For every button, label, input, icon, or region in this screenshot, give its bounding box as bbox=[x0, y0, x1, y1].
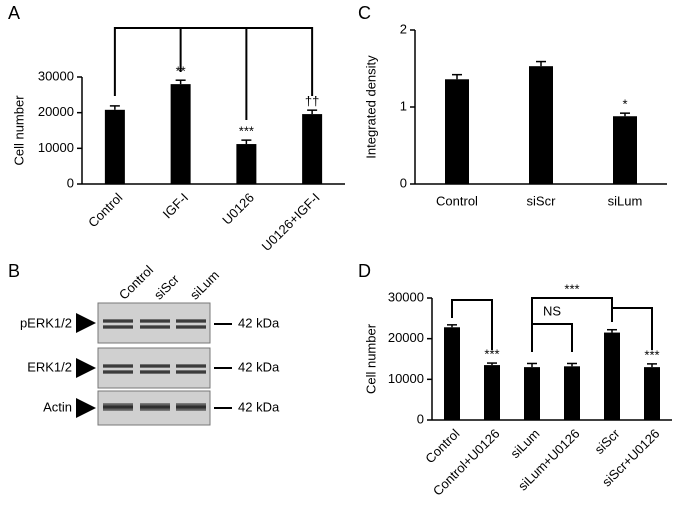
size-label: 42 kDa bbox=[238, 399, 280, 414]
bar bbox=[445, 79, 469, 184]
y-tick-label: 0 bbox=[400, 175, 407, 190]
y-tick-label: 1 bbox=[400, 98, 407, 113]
bar bbox=[524, 367, 540, 420]
blot: pERK1/2 ERK1/2 Actin 42 kDa 42 kDa 42 kD… bbox=[20, 262, 280, 426]
x-tick-label: Control bbox=[436, 193, 478, 208]
row-label: ERK1/2 bbox=[27, 359, 72, 374]
bar bbox=[613, 116, 637, 184]
row-label: Actin bbox=[43, 399, 72, 414]
panel-label: D bbox=[358, 261, 371, 281]
arrows bbox=[76, 313, 96, 418]
row-label: pERK1/2 bbox=[20, 315, 72, 330]
y-tick-label: 20000 bbox=[38, 104, 74, 119]
annotation: *** bbox=[239, 124, 254, 139]
bracket bbox=[451, 299, 493, 350]
bar bbox=[604, 332, 620, 420]
x-tick-label: siScr bbox=[527, 193, 557, 208]
annotation: *** bbox=[484, 347, 499, 362]
bar bbox=[444, 327, 460, 420]
bar bbox=[236, 144, 257, 184]
y-tick-label: 20000 bbox=[388, 330, 424, 345]
y-tick-label: 10000 bbox=[388, 371, 424, 386]
panel-label: A bbox=[8, 3, 20, 23]
bracket-label: *** bbox=[564, 281, 579, 296]
bar bbox=[104, 109, 125, 184]
bracket bbox=[113, 27, 314, 96]
y-tick-label: 10000 bbox=[38, 140, 74, 155]
annotation: * bbox=[622, 97, 627, 112]
y-tick-label: 30000 bbox=[38, 68, 74, 83]
lane-label: siLum bbox=[187, 267, 222, 302]
lane-label: siScr bbox=[151, 271, 183, 303]
x-tick-label: siLum bbox=[507, 426, 542, 461]
bar bbox=[170, 84, 191, 184]
annotation: *** bbox=[644, 347, 659, 362]
x-tick-label: Control bbox=[85, 190, 125, 230]
bracket-label: NS bbox=[543, 303, 561, 318]
y-tick-label: 30000 bbox=[388, 289, 424, 304]
y-tick-label: 0 bbox=[417, 411, 424, 426]
bracket bbox=[531, 323, 573, 352]
bracket bbox=[611, 307, 653, 350]
x-tick-label: siLum bbox=[608, 193, 643, 208]
x-tick-label: U0126+IGF-I bbox=[259, 190, 323, 254]
bar bbox=[564, 366, 580, 420]
bar bbox=[302, 114, 323, 184]
x-tick-label: IGF-I bbox=[160, 190, 192, 222]
bar bbox=[529, 66, 553, 184]
bands bbox=[103, 319, 206, 411]
annotation: †† bbox=[305, 94, 319, 109]
x-tick-label: siScr bbox=[592, 425, 624, 457]
y-axis-label: Integrated density bbox=[363, 55, 378, 159]
bar bbox=[644, 367, 660, 420]
y-tick-label: 2 bbox=[400, 21, 407, 36]
y-axis-label: Cell number bbox=[11, 95, 26, 166]
y-tick-label: 0 bbox=[67, 175, 74, 190]
panel-label: B bbox=[8, 261, 20, 281]
size-label: 42 kDa bbox=[238, 315, 280, 330]
x-tick-label: U0126 bbox=[219, 190, 257, 228]
lane-label: Control bbox=[116, 262, 156, 302]
panel-label: C bbox=[358, 3, 371, 23]
bracket bbox=[531, 297, 613, 324]
bar bbox=[484, 365, 500, 420]
y-axis-label: Cell number bbox=[363, 323, 378, 394]
size-label: 42 kDa bbox=[238, 359, 280, 374]
size-marks bbox=[214, 323, 232, 409]
